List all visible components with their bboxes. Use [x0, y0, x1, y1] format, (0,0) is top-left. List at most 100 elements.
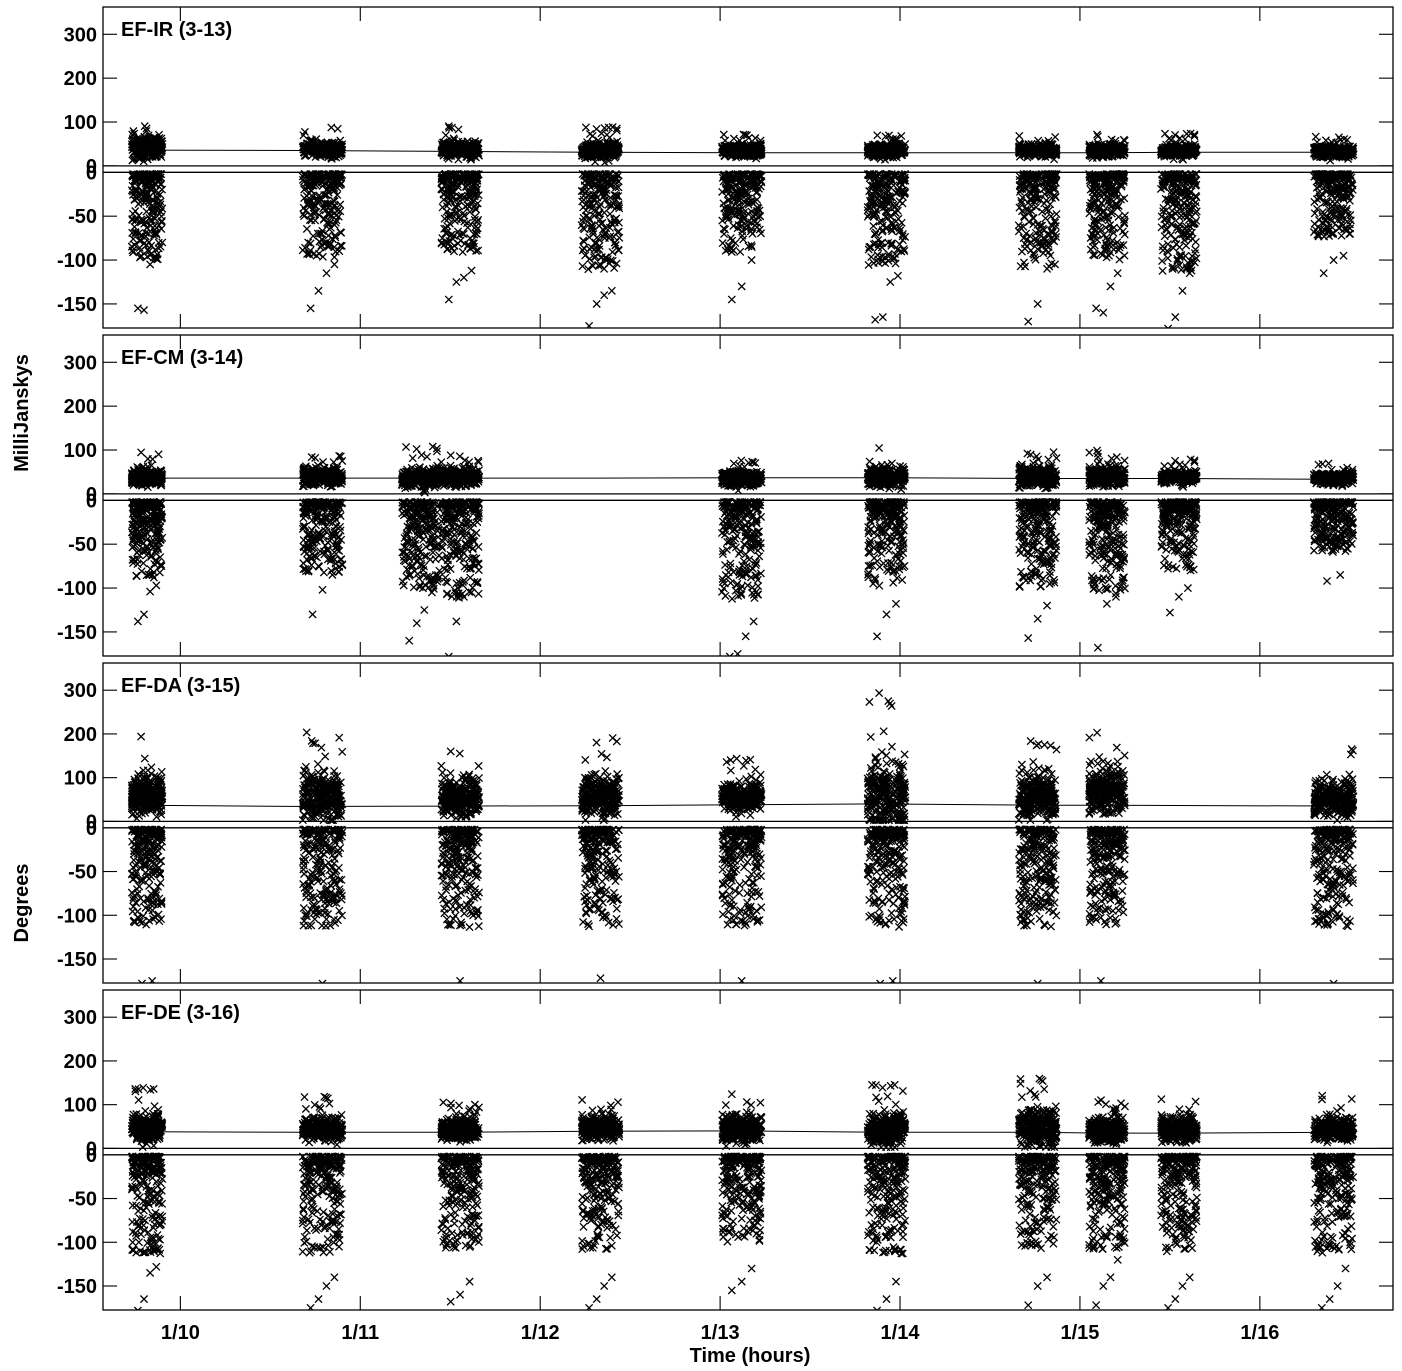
data-point	[152, 193, 161, 202]
y-tick-label: -150	[57, 294, 97, 316]
data-point	[147, 152, 156, 161]
data-point	[1046, 251, 1055, 260]
data-point	[1032, 203, 1041, 212]
scatter-points	[127, 122, 1358, 328]
data-point	[1175, 243, 1184, 252]
data-point	[155, 133, 164, 143]
data-point	[148, 195, 157, 204]
data-point	[142, 181, 151, 190]
data-point	[331, 247, 340, 256]
data-point	[753, 219, 762, 228]
y-tick-label: 200	[64, 396, 97, 418]
data-point	[726, 233, 735, 243]
data-point	[886, 277, 895, 287]
data-point	[327, 123, 336, 132]
data-point	[300, 170, 310, 179]
data-point	[142, 124, 151, 133]
y-tick-label: -100	[57, 250, 97, 272]
data-point	[1092, 304, 1101, 313]
y-tick-label: 100	[64, 112, 97, 134]
data-point	[317, 229, 326, 238]
data-point	[139, 239, 148, 248]
data-point	[328, 183, 337, 192]
y-tick-label: 200	[64, 68, 97, 90]
data-point	[330, 138, 339, 147]
data-point	[143, 171, 152, 180]
data-point	[1188, 234, 1197, 243]
y-tick-label: 300	[64, 24, 97, 46]
data-point	[131, 173, 140, 182]
data-point	[600, 291, 609, 300]
data-point	[1043, 264, 1052, 273]
data-point	[1020, 244, 1029, 253]
data-point	[444, 295, 453, 304]
data-point	[867, 252, 876, 262]
data-point	[140, 191, 149, 201]
data-point	[581, 123, 590, 132]
data-point	[1024, 317, 1033, 326]
data-point	[142, 192, 151, 201]
y-tick-label: 0	[86, 162, 97, 184]
data-point	[153, 189, 162, 198]
data-point	[737, 282, 746, 291]
data-point	[322, 269, 331, 278]
data-point	[134, 229, 143, 238]
data-point	[585, 129, 595, 139]
data-point	[331, 233, 340, 242]
data-point	[445, 123, 454, 132]
data-point	[142, 126, 151, 136]
data-point	[1178, 286, 1187, 295]
data-point	[147, 241, 156, 250]
data-point	[142, 207, 151, 216]
data-point	[582, 211, 591, 220]
data-point	[310, 174, 319, 183]
data-point	[154, 173, 163, 182]
y-tick-label: 0	[86, 490, 97, 512]
data-point	[129, 155, 138, 164]
data-point	[893, 271, 902, 280]
data-point	[592, 299, 601, 308]
data-point	[315, 249, 324, 258]
data-point	[338, 140, 347, 149]
data-point	[306, 239, 315, 248]
data-point	[157, 143, 166, 152]
data-point	[747, 256, 756, 265]
data-point	[317, 241, 326, 250]
data-point	[454, 125, 463, 134]
panel-title: EF-IR (3-13)	[121, 19, 232, 41]
data-point	[1033, 299, 1042, 308]
data-point	[1171, 130, 1180, 139]
data-point	[1015, 131, 1024, 140]
data-point	[135, 253, 145, 262]
data-point	[1158, 266, 1167, 275]
data-point	[151, 229, 161, 238]
data-point	[305, 250, 314, 259]
data-point	[1328, 223, 1337, 232]
data-point	[301, 243, 310, 252]
data-point	[719, 130, 728, 139]
data-point	[157, 216, 166, 226]
data-point	[324, 140, 333, 149]
data-point	[306, 304, 315, 313]
data-point	[878, 313, 887, 322]
data-point	[1051, 132, 1060, 142]
data-point	[300, 141, 309, 150]
data-point	[1033, 220, 1042, 229]
data-point	[146, 221, 155, 230]
y-tick-label: 300	[64, 352, 97, 374]
data-point	[459, 273, 468, 282]
data-point	[135, 236, 144, 245]
data-point	[1118, 227, 1127, 236]
data-point	[143, 252, 152, 261]
data-point	[467, 266, 476, 275]
panel-frame	[102, 6, 1394, 329]
data-point	[299, 210, 308, 219]
data-point	[131, 229, 140, 238]
data-point	[129, 142, 138, 151]
data-point	[334, 205, 343, 214]
data-point	[325, 171, 335, 180]
data-point	[326, 223, 335, 232]
data-point	[327, 205, 336, 215]
